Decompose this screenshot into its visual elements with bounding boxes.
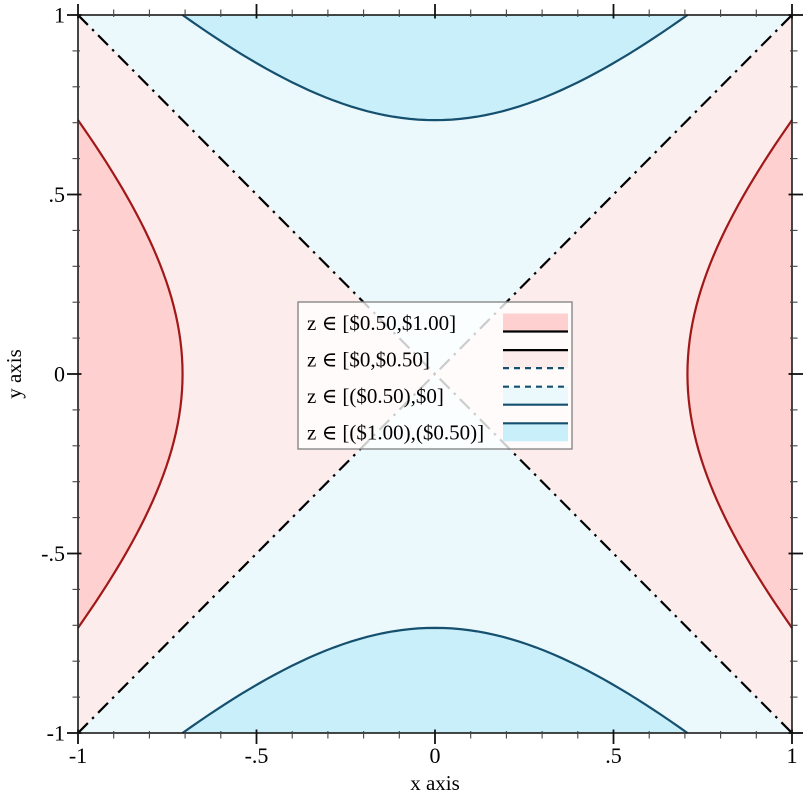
y-axis-label: y axis (2, 349, 26, 399)
y-tick-label: 1 (54, 3, 65, 28)
region-z-neg1-to-neg0.5 (182, 15, 688, 121)
contour-line-z--0.5 (181, 626, 689, 734)
contour-line-z-0.5 (686, 119, 793, 629)
x-tick-label: .5 (605, 743, 622, 768)
legend-swatch (503, 350, 568, 369)
y-tick-label: -.5 (41, 541, 65, 566)
legend: z ∈ [$0.50,$1.00] z ∈ [$0,$0.50] z ∈ [($0.… (297, 301, 573, 450)
legend-swatch (503, 386, 568, 405)
region-z-0.5-to-1 (687, 120, 792, 628)
y-tick-label: .5 (49, 182, 66, 207)
legend-swatch (503, 423, 568, 442)
region-z-0.5-to-1 (78, 120, 183, 628)
x-axis-label: x axis (410, 771, 460, 795)
x-tick-label: -1 (69, 743, 87, 768)
region-z-neg1-to-neg0.5 (182, 627, 688, 733)
x-tick-label: 1 (787, 743, 798, 768)
region-z-neg0.5-to-0 (78, 15, 792, 374)
legend-item-label: z ∈ [$0.50,$1.00] (307, 311, 456, 335)
y-tick-label: -1 (47, 721, 65, 746)
x-tick-label: -.5 (245, 743, 269, 768)
region-z-0-to-0.5 (78, 15, 435, 733)
region-z-neg0.5-to-0 (78, 374, 792, 733)
interval-fills (78, 15, 792, 733)
x-tick-label: 0 (430, 743, 441, 768)
contour-line-z--0.5 (181, 14, 689, 122)
legend-swatch (503, 313, 568, 332)
tick-labels: -1 -.5 0 .5 1 -1 -.5 0 .5 1 x axis y axis (2, 3, 798, 795)
region-z-0-to-0.5 (435, 15, 792, 733)
contour-line-z-0.5 (77, 119, 184, 629)
legend-item-label: z ∈ [($0.50),$0] (307, 384, 444, 408)
legend-item-label: z ∈ [$0,$0.50] (307, 347, 430, 371)
plot-frame (67, 4, 803, 744)
legend-item-label: z ∈ [($1.00),($0.50)] (307, 421, 484, 445)
y-tick-label: 0 (54, 362, 65, 387)
